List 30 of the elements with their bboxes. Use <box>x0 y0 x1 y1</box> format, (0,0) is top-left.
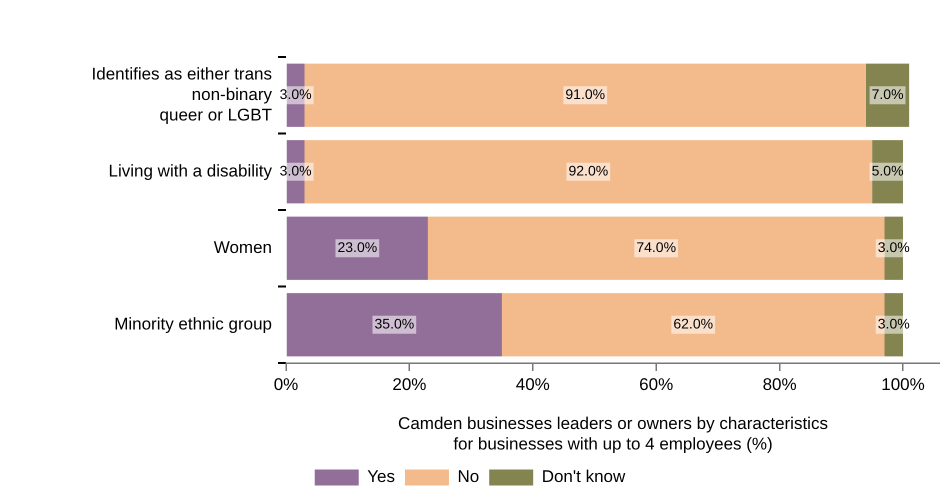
data-label: 5.0% <box>872 162 904 179</box>
bar <box>286 293 502 356</box>
legend-label: Yes <box>367 467 395 486</box>
data-label: 3.0% <box>878 316 910 332</box>
data-label: 3.0% <box>280 162 312 179</box>
x-tick-label: 100% <box>881 374 925 394</box>
data-label: 3.0% <box>280 86 312 102</box>
data-label: 7.0% <box>872 86 904 102</box>
y-tick-label: Minority ethnic group <box>114 314 272 334</box>
x-tick-label: 20% <box>392 374 426 394</box>
bar <box>872 140 903 204</box>
legend-label: Don't know <box>542 467 626 486</box>
data-label: 62.0% <box>673 316 714 332</box>
x-tick-label: 60% <box>639 374 674 394</box>
x-tick-label: 0% <box>274 374 298 394</box>
data-label: 23.0% <box>337 239 378 256</box>
bar <box>866 64 910 127</box>
y-tick-label: Living with a disability <box>108 161 272 180</box>
x-tick-label: 40% <box>516 374 550 394</box>
legend-label: No <box>457 467 480 486</box>
data-label: 3.0% <box>878 239 910 256</box>
y-tick-label: Women <box>214 238 272 257</box>
data-label: 35.0% <box>374 316 414 332</box>
bar <box>286 216 428 280</box>
x-axis-title: Camden businesses leaders or owners by characteristics for businesses with up to 4 employees (%) <box>398 414 828 454</box>
data-label: 92.0% <box>568 162 608 179</box>
x-tick-label: 80% <box>762 374 797 394</box>
data-label: 74.0% <box>636 239 676 256</box>
y-tick-label: Identifies as either trans non-binary queer or LGBT <box>92 64 272 124</box>
data-label: 91.0% <box>565 86 606 102</box>
